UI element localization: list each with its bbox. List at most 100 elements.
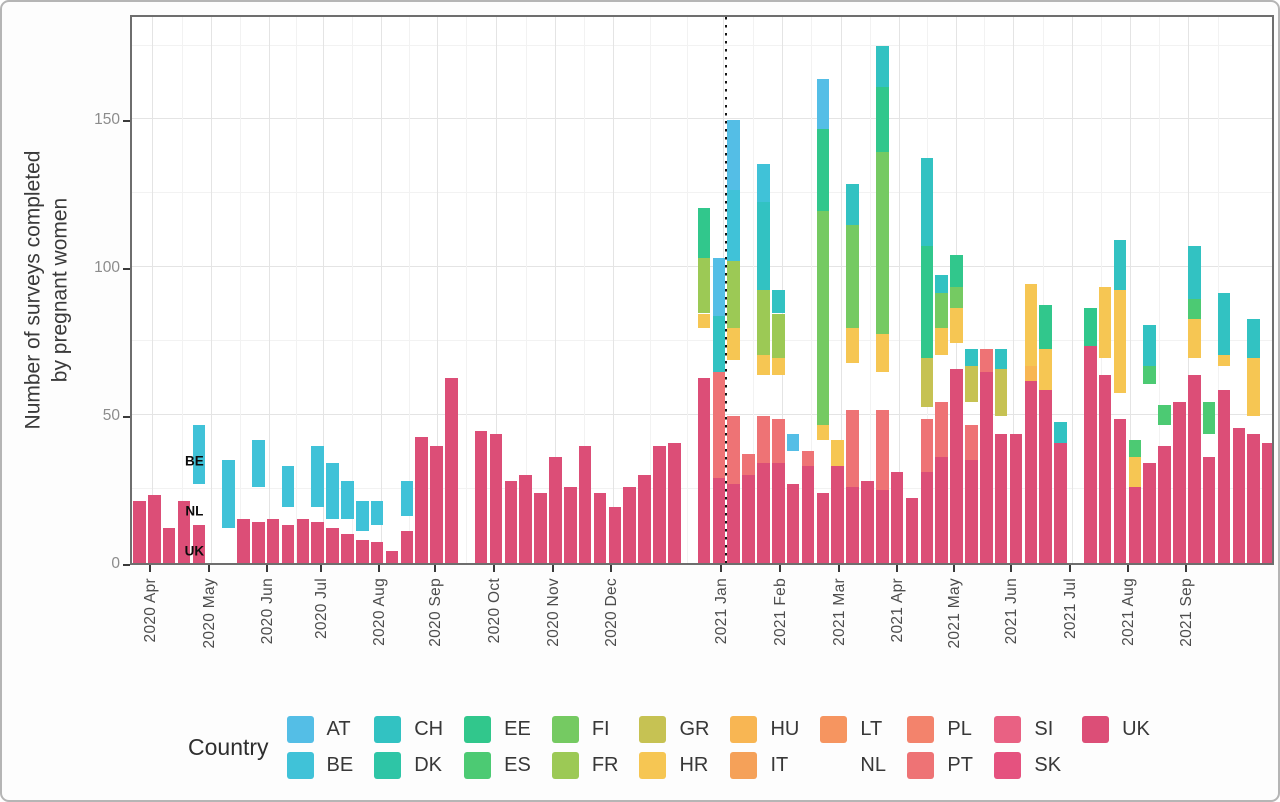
- legend-item-GR: GR: [639, 716, 709, 743]
- x-tick-label: 2021 May: [945, 578, 963, 649]
- bar-segment-PT: [980, 348, 993, 373]
- bar-segment-PT: [876, 410, 889, 490]
- legend-swatch-SI: [994, 716, 1022, 743]
- gridline-vertical-major: [613, 17, 615, 563]
- gridline-vertical-minor: [240, 17, 242, 563]
- bar-segment-UK: [578, 445, 592, 563]
- gridline-vertical-major: [151, 17, 153, 563]
- bar-segment-UK: [1054, 442, 1067, 563]
- bar-segment-UK: [489, 433, 503, 563]
- bar-segment-UK: [1039, 389, 1052, 563]
- bar-segment-UK: [356, 539, 369, 563]
- legend-label-SK: SK: [1034, 754, 1062, 776]
- bar-week-4: [192, 17, 206, 563]
- legend-item-DK: DK: [374, 752, 443, 779]
- x-tick-mark: [208, 565, 211, 572]
- bar-segment-HR: [727, 328, 740, 361]
- y-tick-label-100: 100: [94, 259, 120, 277]
- x-tick-mark: [148, 565, 151, 572]
- bar-week-60: [1024, 17, 1038, 563]
- gridline-vertical-minor: [466, 17, 468, 563]
- bar-week-48: [846, 17, 859, 563]
- x-tick-label: 2020 Jun: [259, 578, 277, 645]
- gridline-vertical-minor: [584, 17, 586, 563]
- bar-week-28: [549, 17, 562, 563]
- legend-label-CH: CH: [414, 718, 444, 740]
- bar-segment-ES: [1158, 404, 1171, 426]
- gridline-vertical-major: [555, 17, 557, 563]
- bar-segment-UK: [1009, 433, 1023, 563]
- legend-swatch-CH: [374, 716, 402, 743]
- bar-segment-UK: [504, 480, 518, 563]
- bar-segment-UK: [1143, 463, 1156, 563]
- bar-segment-UK: [296, 518, 310, 563]
- bar-segment-EE: [816, 128, 830, 211]
- legend-label-EE: EE: [504, 718, 531, 740]
- bar-week-36: [668, 17, 681, 563]
- bar-segment-FR: [727, 260, 740, 329]
- bar-segment-UK: [474, 430, 488, 563]
- y-tick-mark: [123, 268, 130, 271]
- bar-segment-NL: [935, 355, 947, 402]
- bar-segment-UK: [1202, 457, 1216, 563]
- bar-segment-FR: [757, 290, 770, 355]
- x-tick-label: 2021 Jul: [1062, 578, 1080, 640]
- gridline-vertical-major: [1013, 17, 1015, 563]
- bar-segment-UK: [980, 372, 993, 563]
- y-axis-title-line-2: by pregnant women: [49, 197, 72, 383]
- bar-segment-BE: [757, 163, 770, 202]
- legend-item-AT: AT: [286, 716, 354, 743]
- bar-week-61: [1039, 17, 1052, 563]
- bar-week-14: [341, 17, 354, 563]
- gridline-vertical-minor: [1042, 17, 1044, 563]
- bar-week-42: [757, 17, 770, 563]
- bar-segment-HR: [757, 354, 770, 376]
- x-tick-mark: [952, 565, 955, 572]
- bar-segment-UK: [133, 501, 146, 563]
- bar-segment-PT: [712, 372, 726, 478]
- bar-week-12: [311, 17, 324, 563]
- bar-segment-NL: [1247, 416, 1259, 434]
- gridline-vertical-major: [381, 17, 383, 563]
- y-tick-label-150: 150: [94, 111, 120, 129]
- bar-segment-NL: [698, 328, 710, 378]
- bar-week-51: [890, 17, 904, 563]
- bar-segment-UK: [1173, 401, 1186, 563]
- x-tick-mark: [720, 565, 723, 572]
- bar-segment-NL: [282, 507, 294, 525]
- bar-week-27: [534, 17, 547, 563]
- bar-week-70: [1173, 17, 1186, 563]
- bar-segment-BE: [311, 445, 324, 508]
- legend-title: Country: [188, 734, 269, 760]
- bar-week-58: [994, 17, 1008, 563]
- bar-week-55: [950, 17, 963, 563]
- bar-segment-CH: [994, 348, 1008, 370]
- bar-segment-UK: [1247, 433, 1260, 563]
- bar-segment-HR: [772, 357, 785, 376]
- bar-segment-UK: [385, 551, 399, 563]
- bar-segment-UK: [1262, 442, 1272, 563]
- bar-week-44: [786, 17, 800, 563]
- bar-segment-BE: [326, 463, 339, 519]
- bar-segment-BE: [192, 425, 206, 484]
- x-tick-mark: [610, 565, 613, 572]
- bar-segment-PT: [742, 454, 755, 475]
- bar-week-62: [1054, 17, 1067, 563]
- gridline-vertical-minor: [984, 17, 986, 563]
- bar-segment-NL: [772, 375, 784, 419]
- bar-segment-FI: [876, 152, 889, 335]
- legend-item-NL: NL: [820, 752, 886, 779]
- bar-segment-UK: [920, 472, 934, 563]
- bar-segment-UK: [623, 486, 636, 563]
- bar-segment-FR: [772, 313, 785, 358]
- bar-segment-UK: [757, 463, 770, 563]
- bar-segment-NL: [995, 416, 1007, 434]
- legend-label-BE: BE: [326, 754, 354, 776]
- bar-segment-NL: [921, 407, 933, 419]
- bar-segment-CH: [1247, 319, 1260, 358]
- bar-week-24: [489, 17, 503, 563]
- bar-segment-AT: [712, 257, 726, 317]
- bar-segment-HR: [1024, 284, 1038, 367]
- bar-segment-UK: [876, 489, 889, 563]
